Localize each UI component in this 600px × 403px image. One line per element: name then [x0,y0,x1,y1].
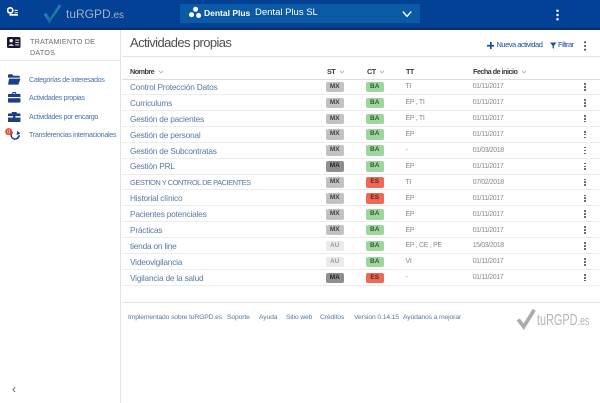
svg-text:0: 0 [7,129,10,135]
